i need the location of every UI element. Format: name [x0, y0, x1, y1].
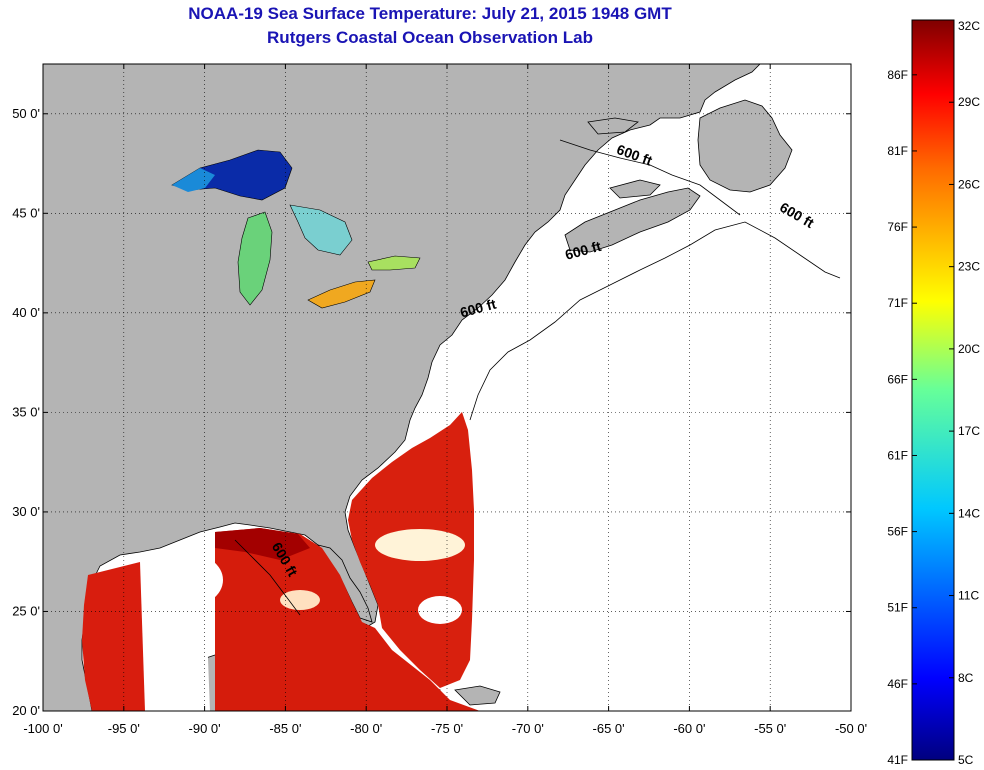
lake-huron	[289, 204, 353, 256]
lake-erie	[307, 279, 376, 309]
y-tick-label: 50 0'	[12, 106, 40, 121]
x-tick-label: -60 0'	[673, 721, 705, 736]
x-tick-label: -75 0'	[431, 721, 463, 736]
cloud-patch	[280, 590, 320, 610]
sst-gulf-east	[215, 528, 480, 711]
x-tick-label: -80 0'	[350, 721, 382, 736]
cloud-patch	[375, 529, 465, 561]
x-tick-label: -95 0'	[108, 721, 140, 736]
lake-superior-west	[172, 168, 215, 192]
colorbar-fahrenheit-label: 61F	[887, 448, 908, 462]
y-tick-label: 40 0'	[12, 305, 40, 320]
colorbar-fahrenheit-label: 46F	[887, 677, 908, 691]
sst-gulf-west	[82, 562, 145, 711]
colorbar-celsius-label: 17C	[958, 424, 980, 438]
colorbar-celsius-label: 26C	[958, 177, 980, 191]
colorbar: 32C 29C 26C 23C 20C 17C 14C 11C 8C 5C 86F 81F 76F 71F…	[887, 19, 980, 767]
colorbar-fahrenheit-label: 71F	[887, 296, 908, 310]
lake-ontario	[367, 255, 421, 271]
y-tick-label: 25 0'	[12, 603, 40, 618]
colorbar-celsius-label: 29C	[958, 95, 980, 109]
y-tick-label: 20 0'	[12, 703, 40, 718]
colorbar-fahrenheit-label: 81F	[887, 144, 908, 158]
colorbar-fahrenheit-label: 76F	[887, 220, 908, 234]
map-subtitle: Rutgers Coastal Ocean Observation Lab	[267, 28, 593, 47]
x-tick-label: -85 0'	[269, 721, 301, 736]
x-tick-label: -65 0'	[593, 721, 625, 736]
land-hispaniola	[454, 685, 501, 706]
colorbar-fahrenheit-label: 41F	[887, 753, 908, 767]
colorbar-celsius-label: 32C	[958, 19, 980, 33]
land-nova-scotia	[564, 187, 701, 253]
x-tick-label: -55 0'	[754, 721, 786, 736]
colorbar-celsius-label: 23C	[958, 260, 980, 274]
land-pei	[609, 179, 661, 199]
land-anticosti	[587, 117, 639, 135]
colorbar-celsius-label: 8C	[958, 671, 974, 685]
colorbar-fahrenheit-label: 86F	[887, 68, 908, 82]
y-tick-label: 30 0'	[12, 504, 40, 519]
sst-gulf-hot	[215, 528, 310, 560]
colorbar-celsius-label: 11C	[958, 589, 979, 603]
contour-600ft	[559, 139, 741, 216]
contour-600ft	[469, 221, 841, 421]
lake-michigan	[237, 211, 273, 306]
colorbar-celsius-label: 14C	[958, 506, 980, 520]
colorbar-gradient	[911, 19, 955, 761]
graticule	[43, 64, 851, 711]
colorbar-ticks: 32C 29C 26C 23C 20C 17C 14C 11C 8C 5C 86F 81F 76F 71F…	[887, 19, 980, 767]
map-title: NOAA-19 Sea Surface Temperature: July 21…	[188, 4, 672, 23]
y-tick-label: 35 0'	[12, 404, 40, 419]
contour-600ft	[234, 539, 301, 616]
cloud-patch	[418, 596, 462, 624]
y-tick-label: 45 0'	[12, 205, 40, 220]
x-tick-label: -100 0'	[23, 721, 62, 736]
x-tick-label: -90 0'	[189, 721, 221, 736]
cloud-swath	[145, 580, 210, 711]
colorbar-fahrenheit-label: 56F	[887, 525, 908, 539]
land-newfoundland	[697, 99, 793, 193]
colorbar-fahrenheit-label: 51F	[887, 601, 908, 615]
map-axes: -100 0' -95 0' -90 0' -85 0' -80 0' -75 0' -70…	[12, 64, 867, 736]
colorbar-fahrenheit-label: 66F	[887, 372, 908, 386]
x-tick-label: -70 0'	[512, 721, 544, 736]
x-tick-label: -50 0'	[835, 721, 867, 736]
colorbar-celsius-label: 5C	[958, 753, 974, 767]
land-north-america	[43, 64, 761, 711]
colorbar-celsius-label: 20C	[958, 342, 980, 356]
